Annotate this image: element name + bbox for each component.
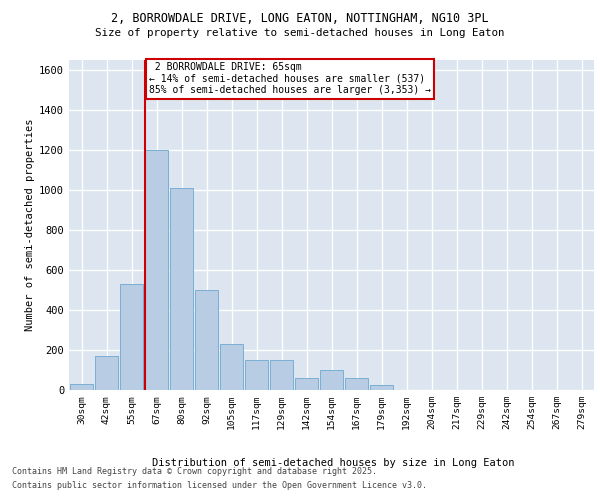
Bar [370,385,393,390]
Text: 2, BORROWDALE DRIVE, LONG EATON, NOTTINGHAM, NG10 3PL: 2, BORROWDALE DRIVE, LONG EATON, NOTTING… [111,12,489,26]
Bar [345,378,368,390]
Text: Distribution of semi-detached houses by size in Long Eaton: Distribution of semi-detached houses by … [152,458,514,468]
Bar [120,284,143,390]
Bar [145,150,168,390]
Bar [95,356,118,390]
Y-axis label: Number of semi-detached properties: Number of semi-detached properties [25,118,35,331]
Bar [320,370,343,390]
Bar [295,378,318,390]
Bar [70,384,93,390]
Text: 2 BORROWDALE DRIVE: 65sqm
← 14% of semi-detached houses are smaller (537)
85% of: 2 BORROWDALE DRIVE: 65sqm ← 14% of semi-… [149,62,431,95]
Text: Size of property relative to semi-detached houses in Long Eaton: Size of property relative to semi-detach… [95,28,505,38]
Bar [195,290,218,390]
Text: Contains public sector information licensed under the Open Government Licence v3: Contains public sector information licen… [12,480,427,490]
Bar [270,360,293,390]
Bar [245,360,268,390]
Text: Contains HM Land Registry data © Crown copyright and database right 2025.: Contains HM Land Registry data © Crown c… [12,467,377,476]
Bar [170,188,193,390]
Bar [220,344,243,390]
